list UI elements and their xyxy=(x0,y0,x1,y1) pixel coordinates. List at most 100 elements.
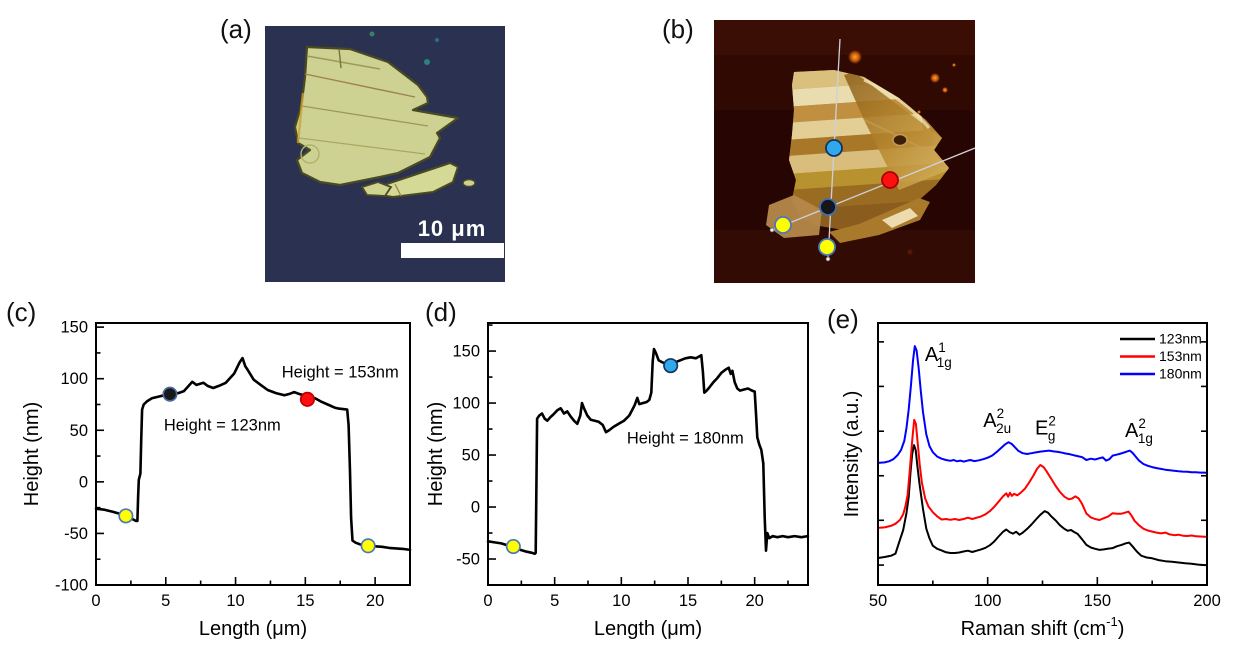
flake-edge-highlight xyxy=(296,92,305,144)
y-tick-label: -50 xyxy=(64,525,88,543)
marker-180nm xyxy=(663,358,679,374)
y-axis-label: Intensity (a.u.) xyxy=(841,391,863,518)
peak-label: A2 2u xyxy=(983,406,1011,436)
profile-endpoint xyxy=(769,227,775,233)
afm-flake-highlight xyxy=(882,208,918,228)
panel-a-label: (a) xyxy=(220,14,252,44)
panel-e-label: (e) xyxy=(827,304,859,334)
flake-speck xyxy=(462,178,476,188)
peak-label: A2 1g xyxy=(1125,416,1153,446)
debris-speck xyxy=(369,31,375,37)
x-tick-label: 15 xyxy=(296,592,314,610)
y-tick-label: 50 xyxy=(70,422,88,440)
x-tick-label: 20 xyxy=(745,592,763,610)
curve-height-profile-2 xyxy=(486,347,810,556)
x-tick-label: 150 xyxy=(1084,592,1112,610)
x-tick-label: 5 xyxy=(550,592,559,610)
particle-glow xyxy=(952,63,956,67)
x-tick-label: 200 xyxy=(1193,592,1221,610)
afm-flake-secondary xyxy=(829,198,930,243)
flake-step-line xyxy=(301,105,429,127)
panel-c-label: (c) xyxy=(6,297,37,327)
curve-height-profile-1 xyxy=(94,356,412,552)
panel-d-label: (d) xyxy=(425,297,457,327)
peak-label: A1 1g xyxy=(925,340,952,370)
scale-bar-label: 10 μm xyxy=(417,216,487,241)
legend-label: 153nm xyxy=(1159,348,1202,364)
y-tick-label: -50 xyxy=(456,551,480,569)
annotation: Height = 180nm xyxy=(627,430,744,448)
x-tick-label: 15 xyxy=(679,592,697,610)
point-substrate-2 xyxy=(818,238,836,256)
y-tick-label: 0 xyxy=(471,499,480,517)
marker-153nm xyxy=(299,391,315,407)
x-tick-label: 10 xyxy=(612,592,630,610)
marker-123nm xyxy=(162,386,178,402)
y-tick-label: 100 xyxy=(452,395,480,413)
legend-label: 180nm xyxy=(1159,366,1202,382)
particle-glow xyxy=(848,50,862,64)
panel-b-label: (b) xyxy=(662,14,694,44)
marker-substrate-left xyxy=(118,508,134,524)
axis-frame xyxy=(95,322,411,586)
x-tick-label: 50 xyxy=(869,592,887,610)
x-tick-label: 20 xyxy=(366,592,384,610)
x-tick-label: 100 xyxy=(974,592,1002,610)
plot-area xyxy=(488,323,808,585)
optical-micrograph: 10 μm xyxy=(265,26,505,282)
debris-speck xyxy=(435,38,439,42)
y-tick-label: 100 xyxy=(60,370,88,388)
point-153nm xyxy=(881,171,899,189)
y-tick-label: 50 xyxy=(462,447,480,465)
axis-frame xyxy=(487,322,809,586)
flake-step-line xyxy=(306,55,381,70)
point-substrate-1 xyxy=(774,216,792,234)
annotation: Height = 153nm xyxy=(282,364,399,382)
afm-background xyxy=(714,20,975,55)
flake-fragment xyxy=(360,181,393,197)
y-tick-label: -100 xyxy=(55,577,88,595)
marker-substrate-right xyxy=(360,538,376,554)
flake-main xyxy=(293,45,460,187)
afm-debris xyxy=(907,249,913,255)
plot-area xyxy=(96,323,410,585)
flake-step-line xyxy=(394,183,402,197)
flake-step-line xyxy=(338,48,342,69)
x-axis-label: Raman shift (cm-1) xyxy=(961,614,1125,640)
flake-bubble xyxy=(300,144,320,164)
y-tick-label: 150 xyxy=(452,343,480,361)
profile-overlay xyxy=(769,38,975,262)
afm-graphic xyxy=(714,20,975,283)
profile-line-c xyxy=(771,147,975,231)
y-axis-label: Height (nm) xyxy=(21,402,43,506)
height-profile-chart-2: 0 5 10 15 20 -50 0 50 100 150 Length (μm) Height (n… xyxy=(425,322,810,640)
debris-speck xyxy=(424,59,430,65)
profile-endpoint xyxy=(825,256,831,262)
curve-raman-123nm xyxy=(877,444,1208,567)
x-axis-label: Length (μm) xyxy=(199,618,307,640)
raman-spectra-chart: 50 100 150 200 Raman shift (cm-1) Intensity (… xyxy=(841,322,1221,640)
point-180nm xyxy=(825,139,843,157)
y-tick-label: 150 xyxy=(60,319,88,337)
legend-label: 123nm xyxy=(1159,331,1202,347)
y-axis-label: Height (nm) xyxy=(425,402,447,506)
x-tick-label: 0 xyxy=(91,592,100,610)
afm-image xyxy=(714,20,975,283)
annotation: Height = 123nm xyxy=(164,416,281,434)
curve-raman-180nm xyxy=(877,345,1208,474)
flake-step-line xyxy=(298,137,426,155)
particle-glow xyxy=(942,87,948,93)
y-tick-label: 0 xyxy=(79,473,88,491)
point-123nm xyxy=(819,198,837,216)
height-profile-chart-1: 0 5 10 15 20 -100 -50 0 50 100 150 Length (μm) Heigh… xyxy=(21,319,412,640)
marker-substrate xyxy=(505,538,521,555)
x-tick-label: 5 xyxy=(161,592,170,610)
curve-raman-153nm xyxy=(877,418,1208,538)
x-tick-label: 0 xyxy=(483,592,492,610)
optical-micrograph-graphic xyxy=(265,26,505,282)
plot-area xyxy=(878,323,1207,585)
scale-bar xyxy=(401,243,504,258)
x-tick-label: 10 xyxy=(226,592,244,610)
particle-glow xyxy=(917,110,921,114)
